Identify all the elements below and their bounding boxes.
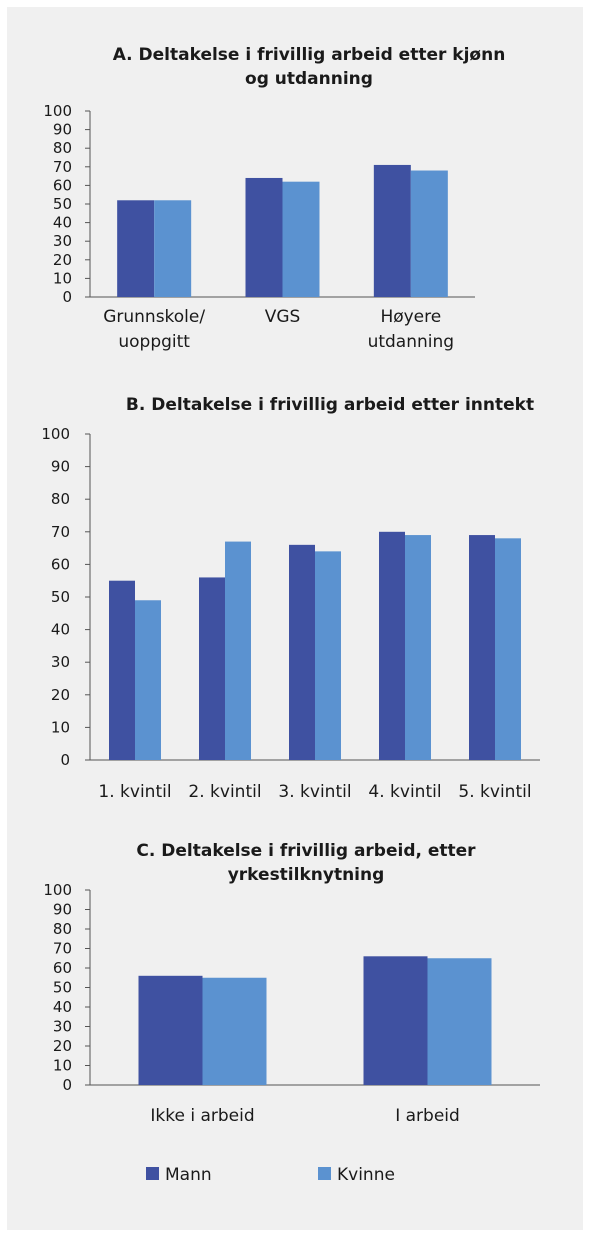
chart-c-y-tick-label: 40	[53, 998, 72, 1016]
chart-a-y-tick-label: 80	[53, 139, 72, 157]
legend-label-mann: Mann	[165, 1165, 212, 1185]
chart-b-category-label: 2. kvintil	[188, 782, 261, 802]
chart-a-category-label: utdanning	[368, 332, 455, 352]
chart-b-bar-mann	[379, 531, 405, 760]
chart-b-category-label: 4. kvintil	[368, 782, 441, 802]
chart-a-y-tick-label: 30	[53, 232, 72, 250]
chart-c-bar-kvinne	[202, 977, 267, 1085]
chart-c-y-tick-label: 30	[53, 1018, 72, 1036]
chart-a-y-tick-label: 40	[53, 214, 72, 232]
chart-a-y-tick-label: 50	[53, 195, 72, 213]
chart-b-category-label: 3. kvintil	[278, 782, 351, 802]
chart-a-category-label: VGS	[265, 307, 301, 327]
chart-b-y-tick-label: 50	[51, 588, 70, 606]
chart-b-bar-mann	[289, 544, 315, 760]
chart-a-title-line: og utdanning	[245, 69, 373, 89]
chart-c-y-tick-label: 50	[53, 979, 72, 997]
chart-b-title-line: B. Deltakelse i frivillig arbeid etter i…	[126, 395, 534, 415]
chart-b-y-tick-label: 70	[51, 523, 70, 541]
chart-b: B. Deltakelse i frivillig arbeid etter i…	[41, 395, 540, 802]
chart-a-bar-mann	[373, 164, 411, 297]
chart-c: C. Deltakelse i frivillig arbeid, etter y…	[43, 841, 540, 1126]
chart-a-category-label: Grunnskole/	[103, 307, 205, 327]
chart-b-y-tick-label: 90	[51, 458, 70, 476]
chart-b-bar-kvinne	[225, 541, 251, 760]
chart-b-bar-kvinne	[405, 535, 431, 760]
chart-b-bar-kvinne	[495, 538, 521, 760]
chart-a-bar-kvinne	[410, 170, 448, 297]
chart-c-y-tick-label: 80	[53, 920, 72, 938]
chart-a-y-tick-label: 20	[53, 251, 72, 269]
legend-swatch-kvinne	[318, 1167, 331, 1180]
chart-c-y-tick-label: 10	[53, 1057, 72, 1075]
chart-a-bar-kvinne	[154, 200, 192, 297]
chart-b-bar-mann	[469, 535, 495, 760]
chart-b-category-label: 1. kvintil	[98, 782, 171, 802]
chart-b-y-tick-label: 60	[51, 555, 70, 573]
chart-c-y-tick-label: 90	[53, 901, 72, 919]
chart-a-bar-mann	[245, 177, 283, 297]
chart-a-y-tick-label: 90	[53, 121, 72, 139]
chart-b-y-tick-label: 100	[41, 425, 70, 443]
chart-b-bar-mann	[109, 580, 135, 760]
chart-c-bar-kvinne	[427, 958, 492, 1085]
chart-a-bar-mann	[117, 200, 155, 297]
chart-c-title-line: yrkestilknytning	[228, 865, 385, 885]
legend: Mann Kvinne	[146, 1165, 395, 1185]
chart-a-title-line: A. Deltakelse i frivillig arbeid etter k…	[113, 45, 506, 65]
chart-a-bar-kvinne	[282, 181, 320, 297]
chart-a: A. Deltakelse i frivillig arbeid etter k…	[43, 45, 505, 352]
chart-c-y-tick-label: 0	[62, 1076, 72, 1094]
chart-a-y-tick-label: 0	[62, 288, 72, 306]
chart-a-y-tick-label: 10	[53, 269, 72, 287]
legend-swatch-mann	[146, 1167, 159, 1180]
chart-c-bar-mann	[363, 956, 428, 1085]
chart-b-bar-kvinne	[135, 600, 161, 760]
chart-c-category-label: Ikke i arbeid	[150, 1106, 254, 1126]
chart-b-y-tick-label: 30	[51, 653, 70, 671]
chart-c-bar-mann	[138, 975, 203, 1085]
chart-b-y-tick-label: 80	[51, 490, 70, 508]
chart-b-y-tick-label: 40	[51, 621, 70, 639]
chart-a-y-tick-label: 70	[53, 158, 72, 176]
chart-a-category-label: uoppgitt	[118, 332, 190, 352]
chart-b-category-label: 5. kvintil	[458, 782, 531, 802]
chart-c-y-tick-label: 60	[53, 959, 72, 977]
legend-label-kvinne: Kvinne	[337, 1165, 395, 1185]
chart-b-bar-mann	[199, 577, 225, 760]
chart-c-title-line: C. Deltakelse i frivillig arbeid, etter	[136, 841, 476, 861]
chart-b-y-tick-label: 10	[51, 718, 70, 736]
chart-a-y-tick-label: 100	[43, 102, 72, 120]
chart-a-y-tick-label: 60	[53, 176, 72, 194]
chart-c-y-tick-label: 20	[53, 1037, 72, 1055]
chart-b-bar-kvinne	[315, 551, 341, 760]
chart-c-category-label: I arbeid	[395, 1106, 460, 1126]
chart-b-y-tick-label: 20	[51, 686, 70, 704]
chart-a-category-label: Høyere	[380, 307, 441, 327]
chart-b-y-tick-label: 0	[60, 751, 70, 769]
chart-c-y-tick-label: 70	[53, 940, 72, 958]
chart-c-y-tick-label: 100	[43, 881, 72, 899]
